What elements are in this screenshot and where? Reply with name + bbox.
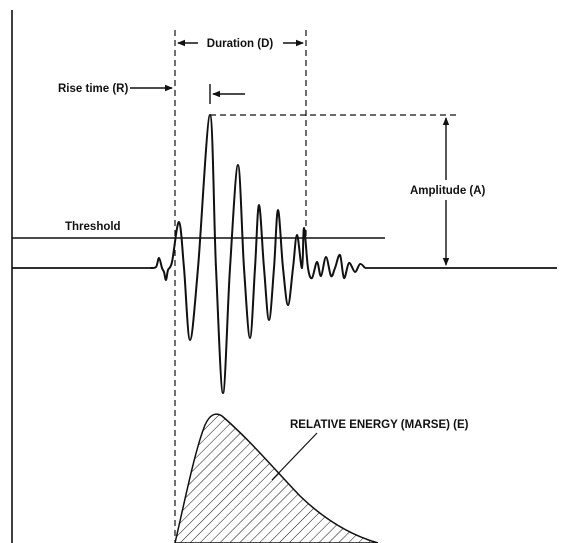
signal-waveform xyxy=(149,113,366,395)
rise-time-label: Rise time (R) xyxy=(58,83,128,95)
threshold-label: Threshold xyxy=(65,221,121,233)
energy-label: RELATIVE ENERGY (MARSE) (E) xyxy=(290,419,469,431)
duration-label: Duration (D) xyxy=(207,38,274,50)
amplitude-label: Amplitude (A) xyxy=(410,185,486,197)
energy-leader-line xyxy=(271,432,318,481)
energy-envelope xyxy=(174,413,379,543)
